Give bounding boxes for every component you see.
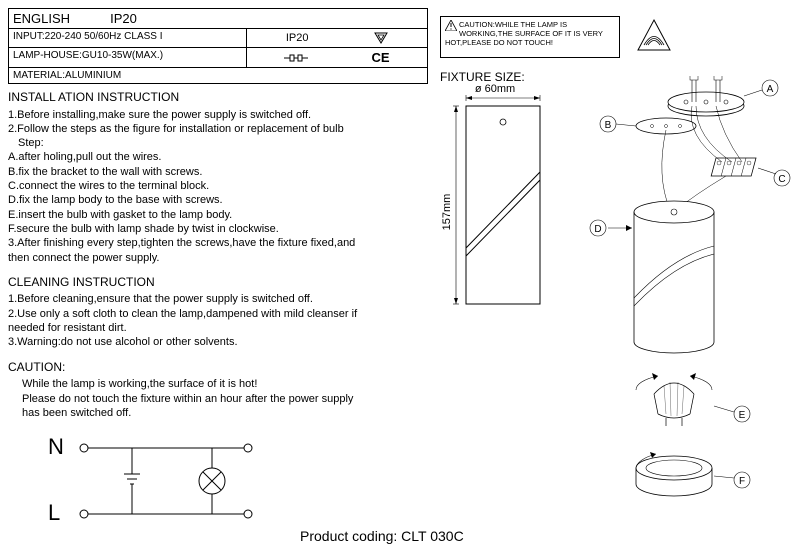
caution-box-text: CAUTION:WHILE THE LAMP IS WORKING,THE SU… xyxy=(445,20,603,47)
language-label: ENGLISH xyxy=(13,11,70,26)
ip-rating: IP20 xyxy=(286,32,309,44)
caution-box: CAUTION:WHILE THE LAMP IS WORKING,THE SU… xyxy=(440,16,620,58)
caution-1: While the lamp is working,the surface of… xyxy=(22,377,428,391)
assembly-diagram: A B C D xyxy=(566,76,792,526)
install-title: INSTALL ATION INSTRUCTION xyxy=(8,90,428,106)
step-b: B.fix the bracket to the wall with screw… xyxy=(8,165,428,179)
spec-row-lamphouse: LAMP-HOUSE:GU10-35W(MAX.) CE xyxy=(9,48,427,68)
clean-2a: 2.Use only a soft cloth to clean the lam… xyxy=(8,307,428,321)
header-row: ENGLISH IP20 xyxy=(9,9,427,29)
step-label: Step: xyxy=(18,136,428,150)
step-e: E.insert the bulb with gasket to the lam… xyxy=(8,208,428,222)
cleaning-title: CLEANING INSTRUCTION xyxy=(8,275,428,291)
input-spec: INPUT:220-240 50/60Hz CLASS I xyxy=(9,29,247,47)
step-c: C.connect the wires to the terminal bloc… xyxy=(8,179,428,193)
label-b: B xyxy=(605,120,612,131)
install-1: 1.Before installing,make sure the power … xyxy=(8,108,428,122)
label-c: C xyxy=(778,174,785,185)
product-code: Product coding: CLT 030C xyxy=(300,528,464,544)
spec-row-input: INPUT:220-240 50/60Hz CLASS I IP20 xyxy=(9,29,427,48)
label-e: E xyxy=(739,410,746,421)
clean-3: 3.Warning:do not use alcohol or other so… xyxy=(8,335,428,349)
step-d: D.fix the lamp body to the base with scr… xyxy=(8,193,428,207)
warning-icon xyxy=(445,20,457,31)
install-3a: 3.After finishing every step,tighten the… xyxy=(8,236,428,250)
install-3b: then connect the power supply. xyxy=(8,251,428,265)
height-label: 157mm xyxy=(441,194,453,231)
l-label: L xyxy=(48,500,60,525)
instructions-block: INSTALL ATION INSTRUCTION 1.Before insta… xyxy=(8,80,428,420)
label-a: A xyxy=(767,84,774,95)
install-2: 2.Follow the steps as the figure for ins… xyxy=(8,122,428,136)
n-label: N xyxy=(48,434,64,459)
wiring-diagram: N L xyxy=(48,432,308,532)
label-d: D xyxy=(594,224,601,235)
caution-title: CAUTION: xyxy=(8,360,428,376)
label-f: F xyxy=(739,476,745,487)
lamp-symbol-icon xyxy=(284,52,308,64)
step-a: A.after holing,pull out the wires. xyxy=(8,150,428,164)
fixture-size-diagram: ø 60mm 157mm xyxy=(440,82,550,317)
triangle-v-icon xyxy=(374,31,388,45)
clean-2b: needed for resistant dirt. xyxy=(8,321,428,335)
arc-badge-icon xyxy=(636,18,672,54)
step-f: F.secure the bulb with lamp shade by twi… xyxy=(8,222,428,236)
spec-table: ENGLISH IP20 INPUT:220-240 50/60Hz CLASS… xyxy=(8,8,428,84)
caution-2a: Please do not touch the fixture within a… xyxy=(22,392,428,406)
caution-2b: has been switched off. xyxy=(22,406,428,420)
ip-rating-header: IP20 xyxy=(110,11,137,26)
ce-mark: CE xyxy=(371,50,389,65)
lamphouse-spec: LAMP-HOUSE:GU10-35W(MAX.) xyxy=(9,48,247,67)
diameter-label: ø 60mm xyxy=(475,83,515,95)
clean-1: 1.Before cleaning,ensure that the power … xyxy=(8,292,428,306)
